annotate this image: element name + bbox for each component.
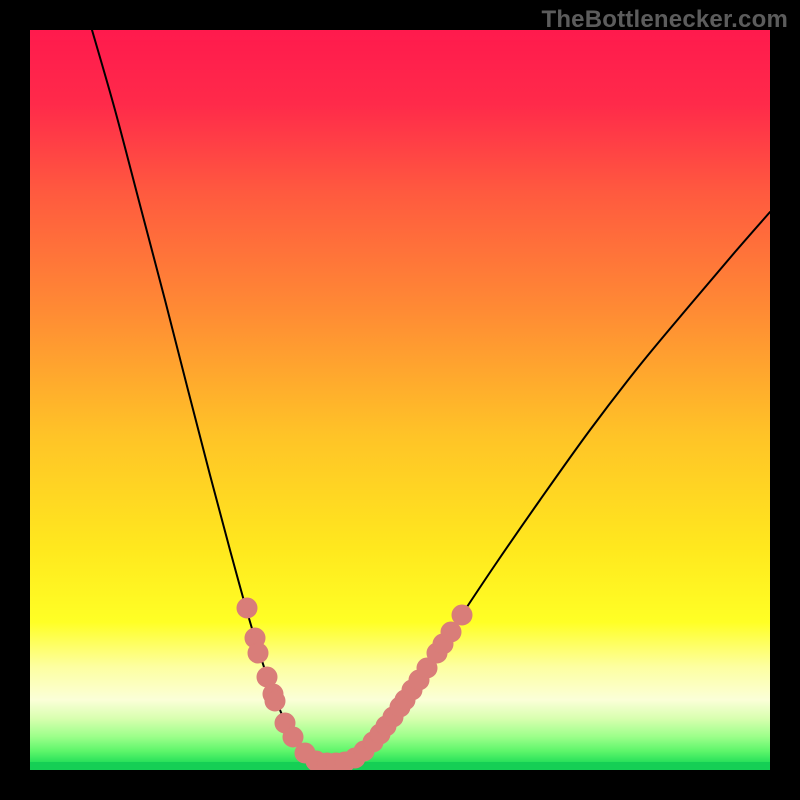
markers-left-cluster [237,598,346,770]
marker-dot [248,643,268,663]
curve-right-branch [343,212,770,763]
marker-dot [441,622,461,642]
watermark-text: TheBottlenecker.com [541,6,788,34]
marker-dot [265,691,285,711]
curve-left-branch [92,30,323,763]
stage: TheBottlenecker.com [0,0,800,800]
marker-dot [237,598,257,618]
markers-right-cluster [335,605,472,770]
marker-dot [452,605,472,625]
chart-svg [30,30,770,770]
plot-area [30,30,770,770]
